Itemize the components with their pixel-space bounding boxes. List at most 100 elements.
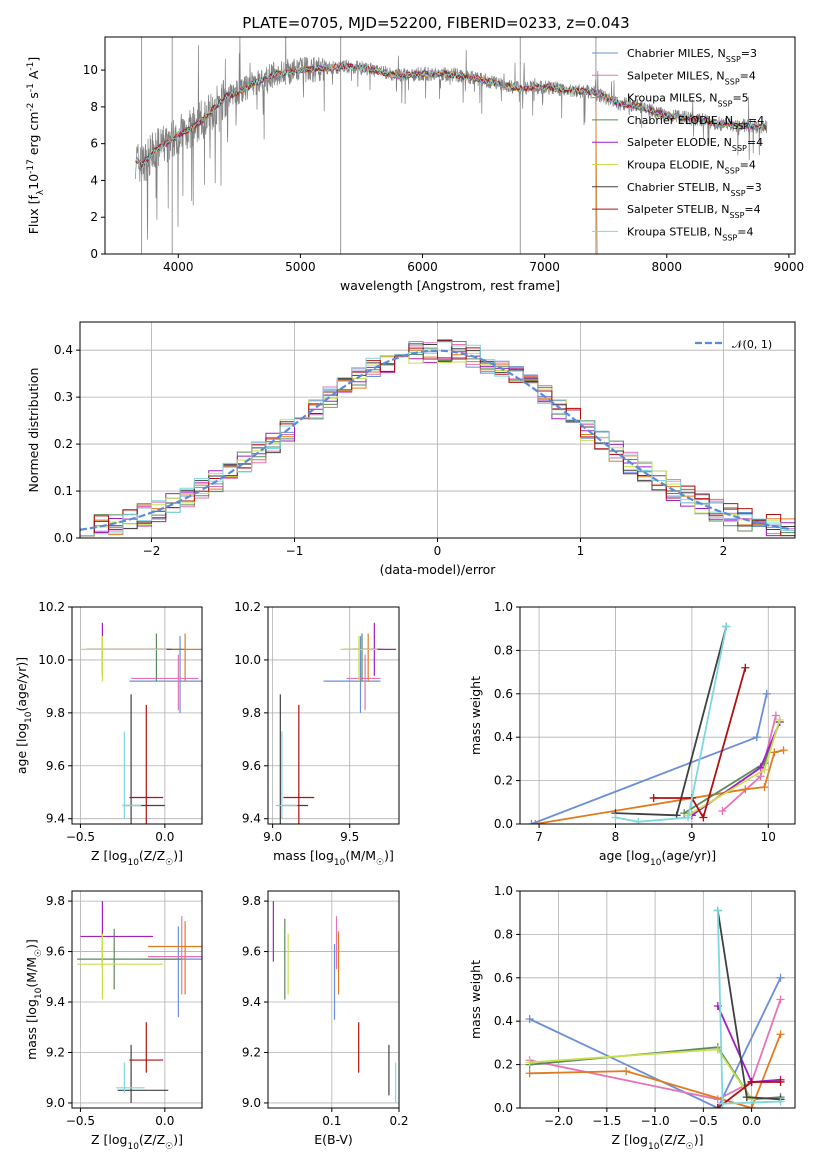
x-tick-label: 0.2 — [389, 1114, 408, 1128]
y-tick-label: 0.2 — [54, 437, 73, 451]
legend-model-name: Kroupa MILES — [627, 92, 702, 105]
weight-marker — [747, 1077, 756, 1086]
legend-model-name: Chabrier ELODIE — [627, 114, 718, 127]
legend-nssp-value: 3 — [755, 181, 762, 194]
normal-reference-curve — [80, 349, 793, 531]
weight-marker — [713, 1104, 722, 1108]
weight-marker — [718, 806, 727, 815]
plot-area — [275, 622, 396, 824]
legend-entry: Chabrier STELIB, NSSP=3 — [627, 181, 762, 198]
weight-marker — [771, 711, 780, 720]
plot-area — [80, 339, 795, 537]
weight-marker — [741, 663, 750, 672]
y-tick-label: 1.0 — [494, 884, 513, 898]
x-tick-label: 9000 — [774, 260, 805, 274]
weight-marker — [779, 746, 788, 755]
x-tick-label: −1.5 — [592, 1114, 621, 1128]
y-tick-label: 9.8 — [46, 706, 65, 720]
y-tick-label: 9.4 — [242, 812, 261, 826]
weight-marker — [741, 785, 750, 794]
legend-entry: Chabrier ELODIE, NSSP=4 — [627, 114, 764, 130]
y-tick-label: 9.6 — [46, 759, 65, 773]
weight-marker — [699, 813, 708, 822]
legend-entry: Kroupa MILES, NSSP=5 — [627, 92, 749, 109]
x-tick-label: 0.1 — [322, 1114, 341, 1128]
x-axis-label: (data-model)/error — [380, 562, 497, 577]
weight-marker — [718, 1099, 727, 1108]
y-axis-label: mass [log10(M/M☉)] — [24, 939, 44, 1060]
legend-nssp-value: 5 — [742, 92, 749, 105]
weight-marker — [776, 973, 785, 982]
y-tick-label: 4 — [90, 173, 98, 187]
legend-nssp-value: 4 — [749, 69, 756, 82]
spectrum-panel: 4000 5000 6000 7000 8000 9000 0 2 4 6 8 10 wavelengt… — [26, 36, 805, 293]
y-tick-label: 9.4 — [242, 995, 261, 1009]
weight-marker — [622, 1067, 631, 1076]
weight-line-salpeter-stelib — [653, 667, 747, 820]
x-tick-label: −0.5 — [66, 830, 95, 844]
axes-frame — [267, 606, 400, 825]
model-spectrum-kroupa-elodie — [135, 63, 766, 169]
y-tick-label: 0.0 — [494, 1101, 513, 1115]
legend-model-name: Chabrier STELIB — [627, 181, 715, 194]
y-tick-label: 8 — [90, 100, 98, 114]
weight-marker — [752, 733, 761, 742]
plot-area — [272, 901, 397, 1103]
weight-marker — [747, 1104, 756, 1108]
x-axis-label: Z [log10(Z/Z☉)] — [91, 848, 183, 868]
plot-area — [135, 37, 768, 254]
y-axis-label: age [log10(age/yr)] — [14, 657, 34, 774]
y-tick-label: 0.0 — [494, 817, 513, 831]
y-tick-label: 9.2 — [242, 1045, 261, 1059]
axes-frame — [519, 890, 796, 1109]
legend-nssp-label: , NSSP= — [709, 69, 748, 86]
x-tick-label: −2 — [143, 544, 161, 558]
legend-nssp-value: 3 — [750, 47, 757, 60]
weight-marker — [684, 813, 693, 822]
legend-nssp-value: 4 — [746, 225, 753, 238]
weight-line-kroupa-miles — [529, 1033, 782, 1108]
weight-marker — [722, 622, 731, 631]
plot-area — [525, 906, 785, 1108]
y-axis-label: Flux [fλ10-17 erg cm-2 s-1 A-1] — [26, 57, 46, 235]
weight-line-salpeter-miles — [529, 999, 782, 1101]
plot-area — [77, 901, 202, 1103]
legend-entry: Salpeter STELIB, NSSP=4 — [627, 203, 761, 220]
y-tick-label: 1.0 — [494, 600, 513, 614]
legend-entry: Kroupa ELODIE, NSSP=4 — [627, 159, 756, 176]
x-tick-label: 0.0 — [155, 830, 174, 844]
axes-frame — [71, 606, 203, 825]
weight-marker — [525, 1058, 534, 1067]
legend-model-name: Chabrier MILES — [627, 47, 711, 60]
x-tick-label: −1.0 — [641, 1114, 670, 1128]
axes-frame — [104, 36, 796, 255]
x-tick-label: 6000 — [407, 260, 438, 274]
weight-marker — [775, 715, 784, 724]
legend-entry: Kroupa STELIB, NSSP=4 — [627, 225, 753, 242]
y-tick-label: 9.0 — [46, 1096, 65, 1110]
weight-marker — [776, 1077, 785, 1086]
x-axis-label: Z [log10(Z/Z☉)] — [612, 1132, 704, 1152]
y-tick-label: 0.2 — [494, 1058, 513, 1072]
y-tick-label: 0.4 — [54, 343, 73, 357]
weight-line-kroupa-elodie — [529, 1048, 753, 1100]
weight-marker — [760, 783, 769, 792]
y-tick-label: 0 — [90, 247, 98, 261]
legend-model-name: Kroupa STELIB — [627, 225, 707, 238]
y-axis-label: mass weight — [468, 676, 483, 755]
y-tick-label: 0.4 — [494, 1014, 513, 1028]
legend-entry: 𝒩(0, 1) — [732, 338, 772, 351]
y-tick-label: 0.4 — [494, 730, 513, 744]
legend-nssp-label: , NSSP= — [709, 159, 748, 176]
weight-marker — [776, 1097, 785, 1106]
weights-vs-age-panel: 7 8 9 10 0.0 0.2 0.4 0.6 0.8 1.0 age [log10(age/yr… — [468, 600, 796, 868]
weight-marker — [649, 793, 658, 802]
y-tick-label: 0.2 — [494, 774, 513, 788]
weight-marker — [776, 1030, 785, 1039]
age-vs-Z-panel: −0.5 0.0 9.4 9.6 9.8 10.0 10.2 Z [log10(Z/Z☉)] a… — [14, 600, 203, 868]
age-vs-mass-panel: 9.0 9.5 9.4 9.6 9.8 10.0 10.2 mass [log10(M/M☉)… — [234, 600, 400, 868]
mass-vs-EBV-panel: 0.1 0.2 9.0 9.2 9.4 9.6 9.8 E(B-V) — [242, 890, 409, 1147]
x-axis-label: Z [log10(Z/Z☉)] — [91, 1132, 183, 1152]
legend-nssp-label: , NSSP= — [717, 136, 756, 153]
